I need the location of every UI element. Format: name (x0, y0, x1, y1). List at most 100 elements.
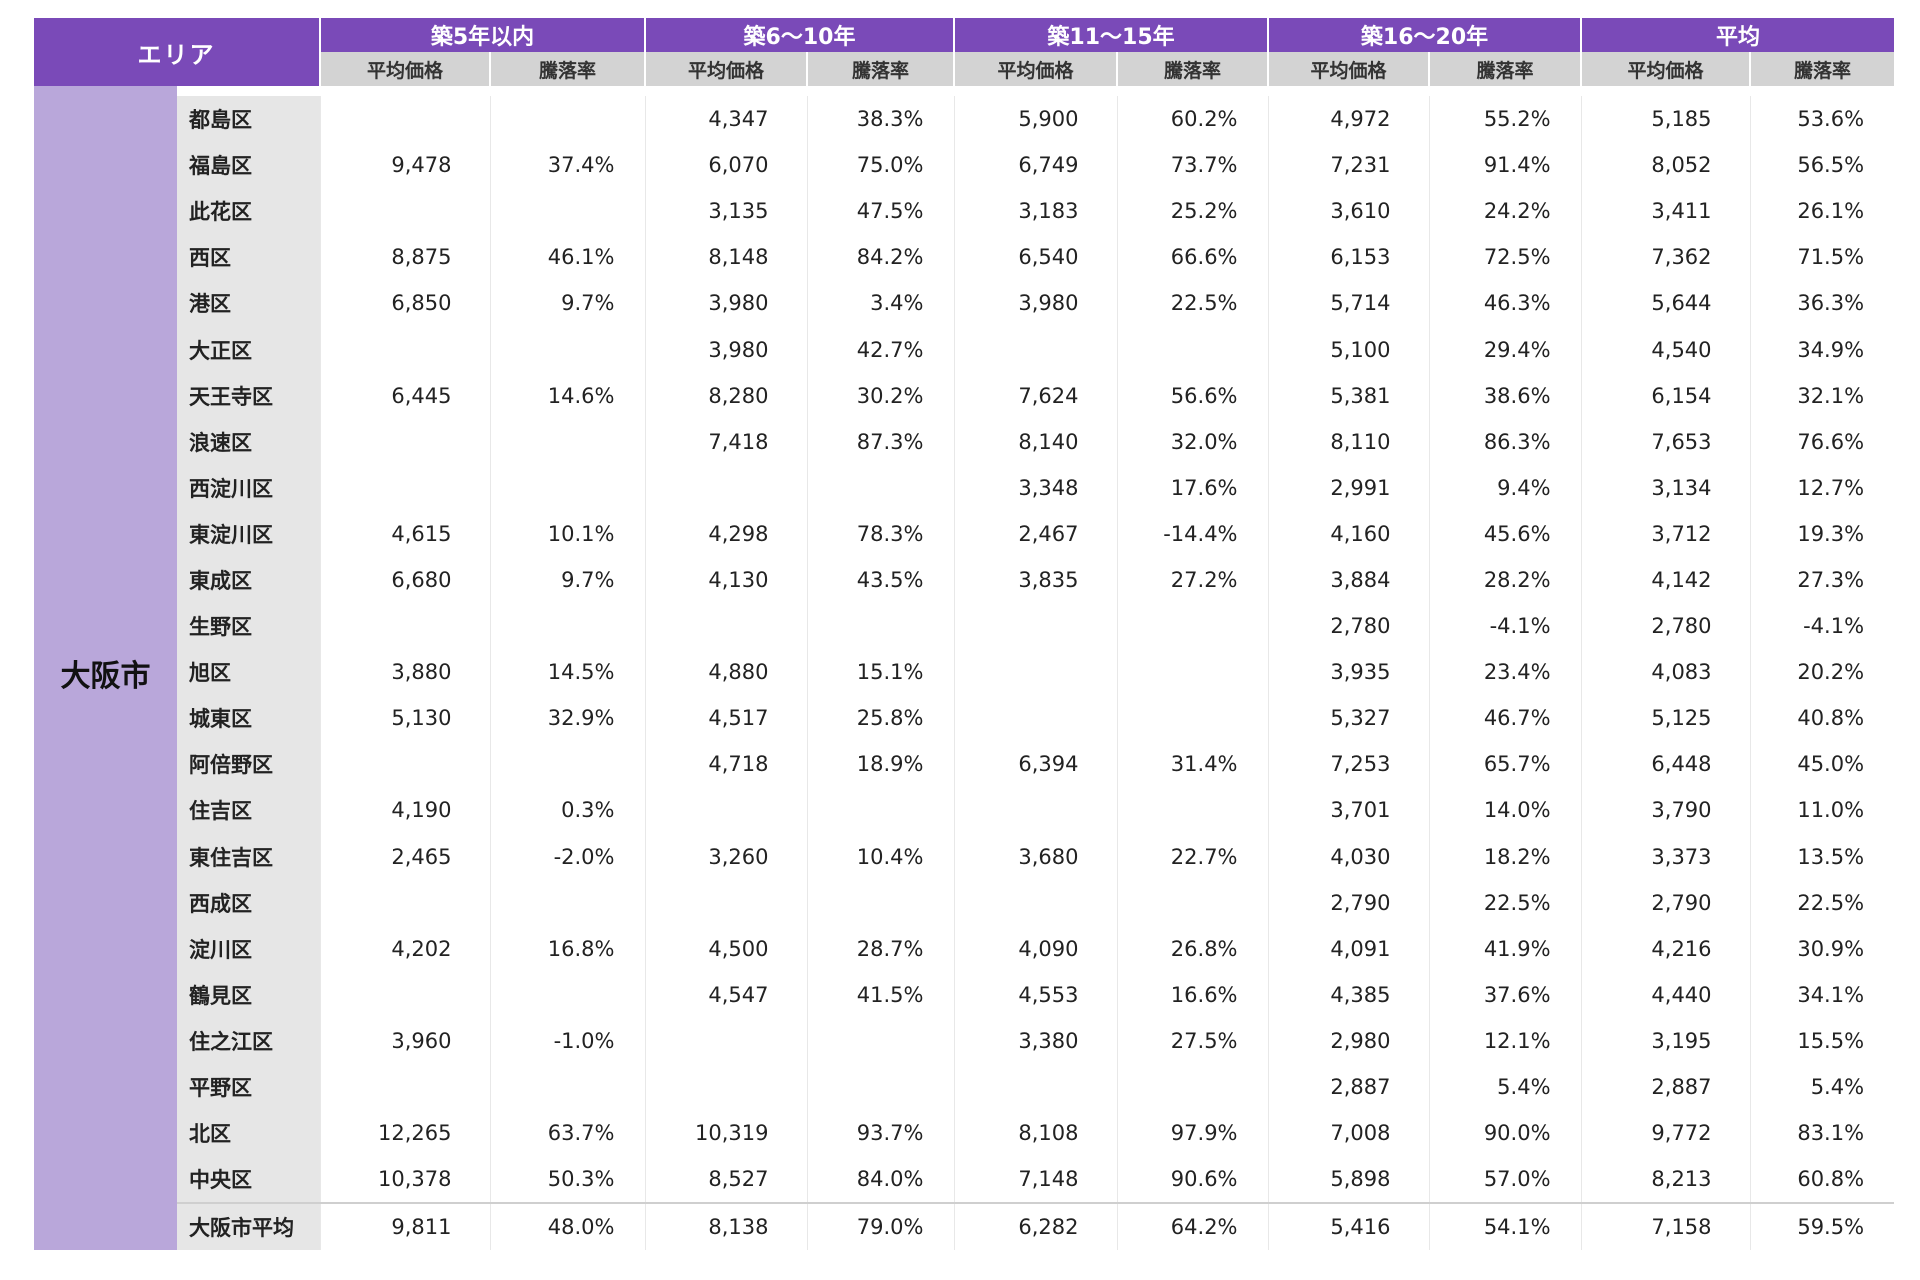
table-row: 東淀川区 4,615 10.1% 4,298 78.3% 2,467 -14.4% 4,160… (34, 510, 1895, 557)
group-header-16-20yr: 築16～20年 (1267, 18, 1582, 52)
price-cell: 3,935 (1267, 649, 1430, 696)
price-cell: 7,008 (1267, 1110, 1430, 1157)
ward-name-cell: 天王寺区 (177, 372, 320, 419)
rate-cell: 5.4% (1749, 1063, 1895, 1111)
price-cell: 6,680 (319, 556, 490, 604)
price-cell: 9,478 (319, 142, 490, 189)
price-cell: 2,465 (319, 833, 490, 880)
ward-name-cell: 西区 (177, 234, 320, 281)
rate-cell: -2.0% (489, 833, 645, 880)
price-cell (953, 1063, 1117, 1111)
rate-cell: 79.0% (806, 1202, 954, 1251)
rate-cell: 36.3% (1749, 280, 1895, 327)
price-cell (319, 1063, 490, 1111)
price-cell: 3,790 (1580, 787, 1751, 834)
price-cell: 4,347 (644, 96, 807, 143)
table-header: エリア 築5年以内 築6～10年 築11～15年 築16～20年 平均 平均価格… (34, 18, 1895, 86)
rate-cell: -4.1% (1428, 603, 1582, 650)
price-cell: 7,148 (953, 1156, 1117, 1204)
ward-name-cell: 住吉区 (177, 787, 320, 834)
price-cell: 10,378 (319, 1156, 490, 1204)
rate-cell: 37.6% (1428, 971, 1582, 1018)
price-cell (319, 879, 490, 926)
price-cell (319, 96, 490, 143)
price-cell (953, 326, 1117, 373)
rate-cell: 78.3% (806, 510, 954, 557)
rate-cell: 54.1% (1428, 1202, 1582, 1251)
rate-cell: 20.2% (1749, 649, 1895, 696)
price-cell: 3,680 (953, 833, 1117, 880)
rate-cell (1116, 603, 1269, 650)
rate-cell: 30.2% (806, 372, 954, 419)
rate-cell: 50.3% (489, 1156, 645, 1204)
price-cell: 4,540 (1580, 326, 1751, 373)
price-cell: 3,880 (319, 649, 490, 696)
ward-name-cell: 中央区 (177, 1156, 320, 1204)
rate-cell: 63.7% (489, 1110, 645, 1157)
rate-cell: 83.1% (1749, 1110, 1895, 1157)
price-cell: 6,540 (953, 234, 1117, 281)
rate-cell: 72.5% (1428, 234, 1582, 281)
rate-cell: 22.5% (1428, 879, 1582, 926)
rate-cell: 66.6% (1116, 234, 1269, 281)
average-label-cell: 大阪市平均 (177, 1202, 320, 1251)
rate-cell: 32.9% (489, 695, 645, 742)
price-cell (644, 1063, 807, 1111)
price-cell: 6,153 (1267, 234, 1430, 281)
rate-cell: 90.0% (1428, 1110, 1582, 1157)
price-cell: 2,790 (1267, 879, 1430, 926)
ward-name-cell: 鶴見区 (177, 971, 320, 1018)
ward-name-cell: 東淀川区 (177, 510, 320, 557)
price-cell: 5,381 (1267, 372, 1430, 419)
group-header-6-10yr: 築6～10年 (644, 18, 954, 52)
price-cell: 4,500 (644, 925, 807, 972)
rate-cell: 76.6% (1749, 418, 1895, 465)
rate-cell: 32.0% (1116, 418, 1269, 465)
rate-cell: 56.5% (1749, 142, 1895, 189)
price-cell (319, 464, 490, 511)
rate-cell: 34.9% (1749, 326, 1895, 373)
rate-cell: 12.1% (1428, 1017, 1582, 1064)
table-row: 中央区 10,378 50.3% 8,527 84.0% 7,148 90.6% 5,898 5… (34, 1156, 1895, 1204)
rate-cell (1116, 1063, 1269, 1111)
sub-header-rate: 騰落率 (1428, 52, 1582, 86)
rate-cell: 37.4% (489, 142, 645, 189)
price-cell: 2,887 (1267, 1063, 1430, 1111)
rate-cell (806, 879, 954, 926)
sub-header-rate: 騰落率 (806, 52, 954, 86)
table-row: 東住吉区 2,465 -2.0% 3,260 10.4% 3,680 22.7% 4,030 1… (34, 833, 1895, 880)
price-cell: 3,884 (1267, 556, 1430, 604)
price-cell: 5,185 (1580, 96, 1751, 143)
spacer-row (34, 86, 1894, 96)
sub-header-price: 平均価格 (644, 52, 807, 86)
price-cell: 4,972 (1267, 96, 1430, 143)
ward-name-cell: 大正区 (177, 326, 320, 373)
rate-cell: 9.7% (489, 280, 645, 327)
price-cell: 4,298 (644, 510, 807, 557)
rate-cell: 10.1% (489, 510, 645, 557)
price-cell: 8,052 (1580, 142, 1751, 189)
rate-cell: 42.7% (806, 326, 954, 373)
ward-name-cell: 旭区 (177, 649, 320, 696)
price-cell: 3,260 (644, 833, 807, 880)
rate-cell (1116, 695, 1269, 742)
rate-cell (489, 326, 645, 373)
price-cell: 4,615 (319, 510, 490, 557)
price-cell: 4,030 (1267, 833, 1430, 880)
rate-cell: 84.2% (806, 234, 954, 281)
ward-name-cell: 城東区 (177, 695, 320, 742)
price-cell: 4,216 (1580, 925, 1751, 972)
price-cell: 3,373 (1580, 833, 1751, 880)
sub-header-rate: 騰落率 (1749, 52, 1895, 86)
price-cell: 7,231 (1267, 142, 1430, 189)
price-cell: 3,348 (953, 464, 1117, 511)
rate-cell (1116, 326, 1269, 373)
price-cell (319, 741, 490, 788)
price-cell: 2,980 (1267, 1017, 1430, 1064)
rate-cell: 15.5% (1749, 1017, 1895, 1064)
price-cell: 3,195 (1580, 1017, 1751, 1064)
price-cell: 6,394 (953, 741, 1117, 788)
rate-cell: 14.0% (1428, 787, 1582, 834)
price-cell: 5,644 (1580, 280, 1751, 327)
price-cell: 2,780 (1267, 603, 1430, 650)
